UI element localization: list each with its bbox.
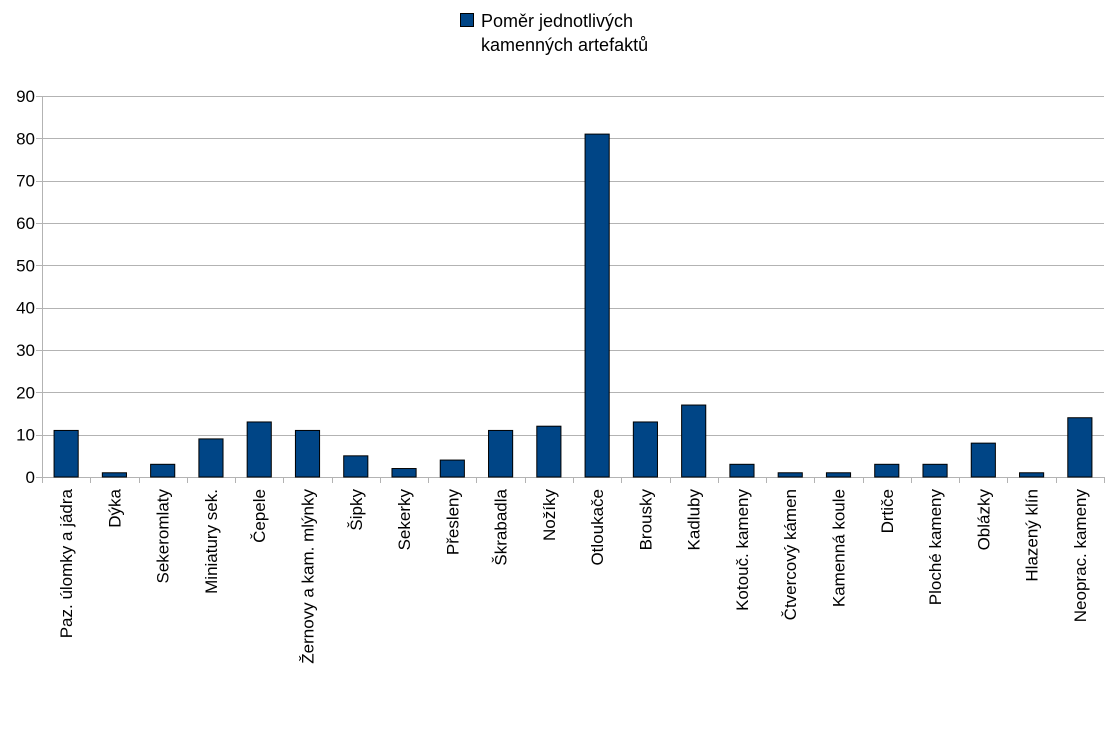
chart-legend: Poměr jednotlivých kamenných artefaktů (460, 9, 721, 57)
bar (632, 421, 658, 478)
x-tick-label: Drtiče (878, 489, 897, 533)
bar (343, 455, 369, 478)
x-tick-label: Paz. úlomky a jádra (57, 488, 76, 638)
bar (198, 438, 224, 478)
x-tick-label: Brousky (636, 489, 655, 551)
x-tick-label: Čtvercový kámen (781, 489, 800, 620)
x-tick-label: Přesleny (443, 489, 462, 556)
x-tick-label: Žernovy a kam. mlýnky (299, 489, 318, 664)
y-tick-label: 40 (16, 299, 35, 318)
x-tick-label: Kotouč. kameny (733, 489, 752, 611)
bar (53, 429, 79, 478)
x-tick-label: Dýka (105, 488, 124, 527)
bar (536, 425, 562, 478)
x-tick-label: Oblázky (974, 489, 993, 551)
bar (439, 459, 465, 478)
x-tick-label: Sekeromlaty (154, 489, 173, 584)
bar (922, 463, 948, 478)
bar (294, 429, 321, 478)
bar (246, 421, 272, 478)
gridlines (42, 96, 1104, 436)
y-tick-label: 90 (16, 87, 35, 106)
x-tick-label: Kadluby (685, 489, 704, 551)
bar (825, 472, 852, 478)
x-tick-label: Otloukače (588, 489, 607, 566)
y-tick-label: 20 (16, 383, 35, 402)
x-tick-label: Ploché kameny (926, 489, 945, 606)
x-tick-label: Škrabadla (492, 488, 511, 565)
y-tick-label: 70 (16, 172, 35, 191)
x-tick-label: Šipky (347, 489, 366, 531)
y-tick-labels: 0 10 20 30 40 50 60 70 80 90 (16, 87, 35, 487)
bar (874, 463, 900, 478)
bars (53, 133, 1093, 478)
bar (970, 442, 996, 478)
y-tick-label: 30 (16, 341, 35, 360)
bar (1019, 472, 1045, 478)
y-tick-label: 10 (16, 426, 35, 445)
x-tick-label: Neoprac. kameny (1071, 489, 1090, 623)
bar (777, 472, 803, 478)
bar (681, 404, 707, 478)
bar (1067, 417, 1093, 478)
x-tick-label: Nožíky (540, 489, 559, 541)
x-tick-label: Miniatury sek. (202, 489, 221, 594)
legend-swatch (460, 13, 474, 27)
y-tick-label: 80 (16, 129, 35, 148)
bar (391, 468, 417, 478)
axes (36, 96, 1105, 483)
x-tick-label: Hlazený klín (1023, 489, 1042, 582)
bar (101, 472, 127, 478)
bar (729, 463, 755, 478)
x-tick-labels: Paz. úlomky a jádra Dýka Sekeromlaty Miniat… (57, 488, 1090, 663)
bar (488, 429, 514, 478)
y-tick-label: 0 (26, 468, 35, 487)
x-tick-label: Kamenná koule (830, 489, 849, 607)
y-tick-label: 50 (16, 256, 35, 275)
bar (584, 133, 610, 478)
y-tick-label: 60 (16, 214, 35, 233)
x-tick-label: Čepele (250, 489, 269, 543)
bar (150, 463, 176, 478)
x-tick-label: Sekerky (395, 489, 414, 551)
legend-label: Poměr jednotlivých kamenných artefaktů (481, 11, 649, 55)
